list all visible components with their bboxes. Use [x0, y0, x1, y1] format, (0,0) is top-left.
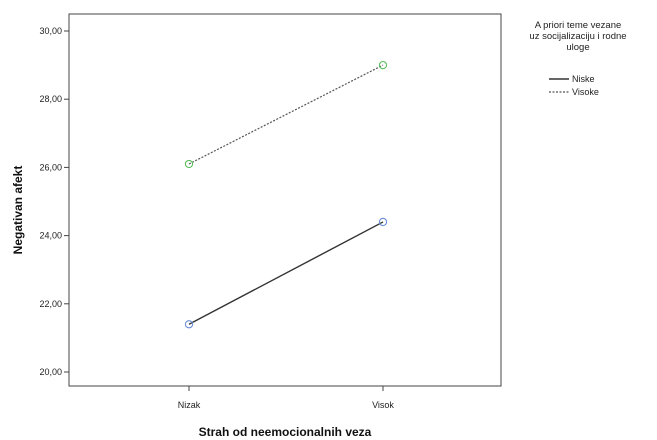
- x-axis-title: Strah od neemocionalnih veza: [199, 425, 372, 439]
- legend-title-line: uloge: [566, 42, 589, 53]
- series-line-niske: [188, 221, 384, 325]
- y-tick-label: 24,00: [39, 231, 62, 241]
- y-axis: 20,00 22,00 24,00 26,00 28,00 30,00: [39, 26, 69, 377]
- y-tick-label: 20,00: [39, 367, 62, 377]
- y-tick-label: 22,00: [39, 299, 62, 309]
- data-point-niske: [378, 217, 388, 227]
- y-axis-title: Negativan afekt: [11, 166, 25, 255]
- data-point-niske: [184, 320, 194, 329]
- legend-title-line: uz socijalizaciju i rodne: [529, 31, 626, 42]
- x-tick-label: Visok: [372, 400, 394, 410]
- y-tick-label: 26,00: [39, 162, 62, 172]
- legend-label-visoke: Visoke: [572, 87, 599, 97]
- series-line-visoke: [188, 64, 384, 165]
- y-tick-label: 28,00: [39, 94, 62, 104]
- plot-frame: [68, 13, 502, 387]
- x-tick-label: Nizak: [178, 400, 201, 410]
- legend-title-line: A priori teme vezane: [535, 20, 622, 31]
- legend-label-niske: Niske: [572, 74, 595, 84]
- x-axis: Nizak Visok: [178, 386, 394, 410]
- series-layer: [184, 60, 388, 329]
- data-point-visoke: [378, 60, 388, 70]
- y-tick-label: 30,00: [39, 26, 62, 36]
- data-point-visoke: [184, 159, 194, 169]
